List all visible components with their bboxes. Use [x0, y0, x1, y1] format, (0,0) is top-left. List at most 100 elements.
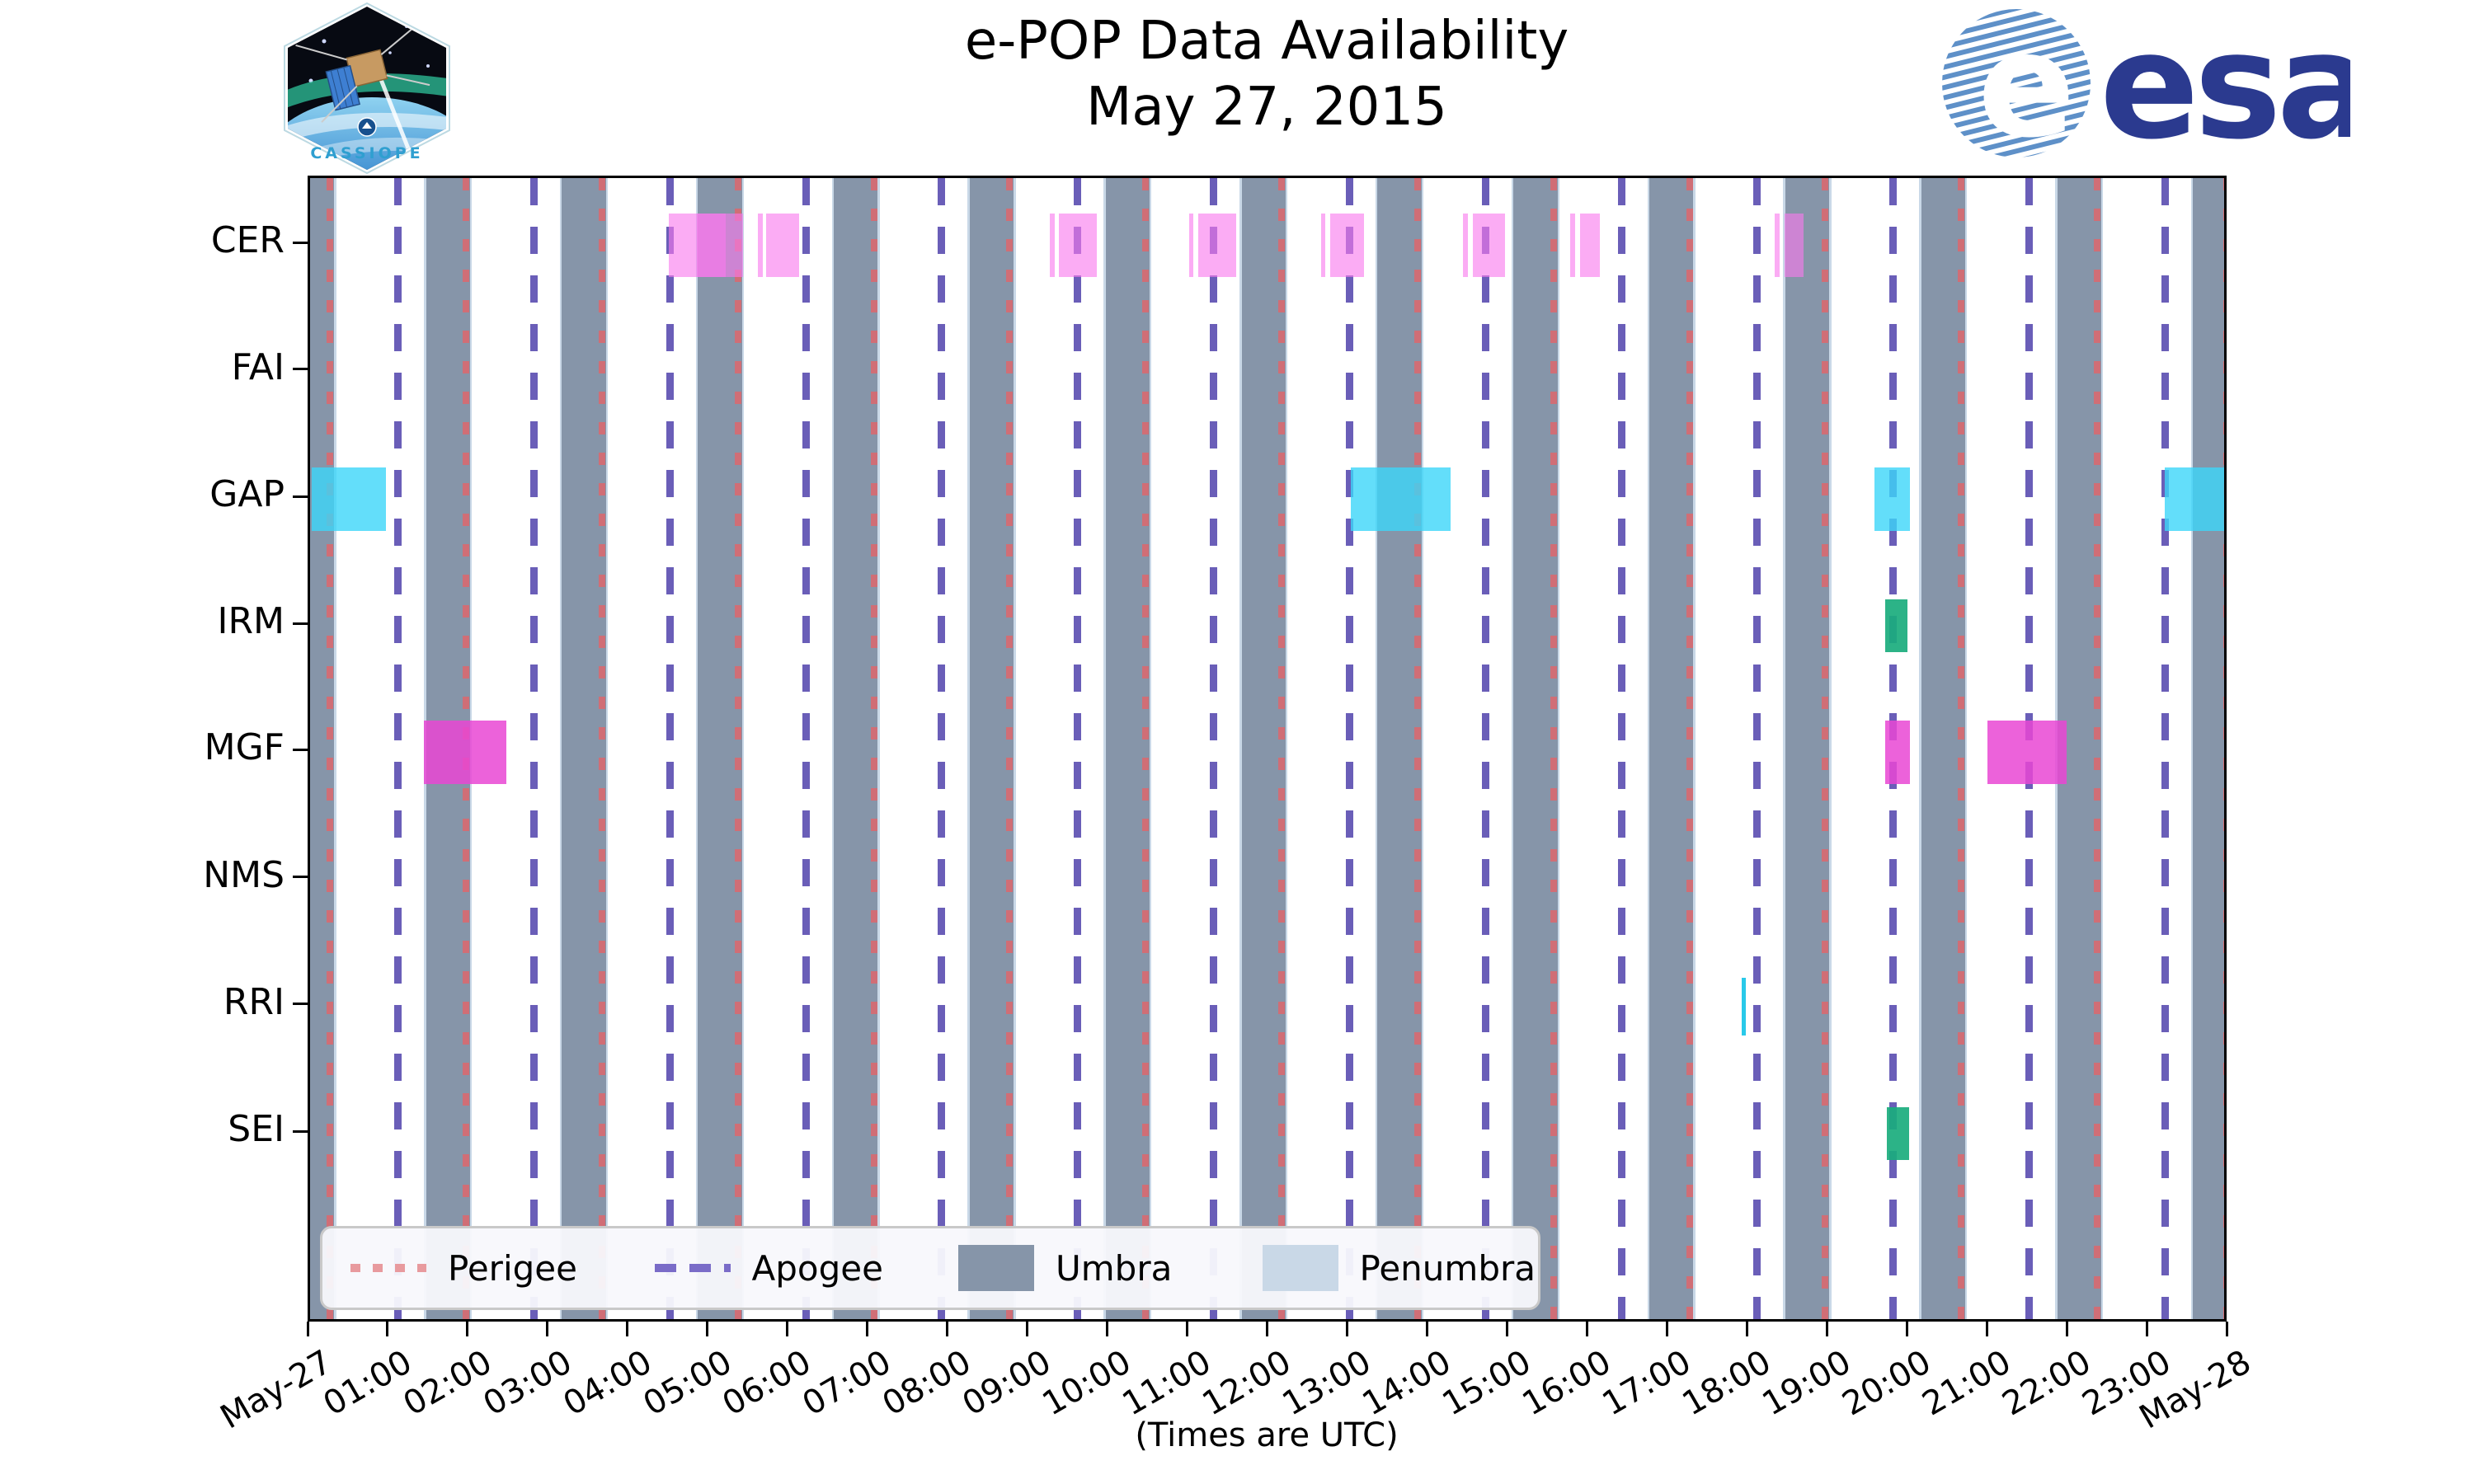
x-tick [1825, 1322, 1828, 1336]
plot-drawing-region [310, 178, 2224, 1319]
perigee-line [1550, 178, 1557, 1319]
cer-availability-bar [1059, 213, 1098, 277]
x-tick [386, 1322, 389, 1336]
umbra-band [1921, 178, 1966, 1319]
penumbra-swatch [1262, 1245, 1338, 1291]
sei-availability-bar [1887, 1107, 1910, 1161]
esa-logo-graphic: e esa [1942, 1, 2376, 171]
chart-subtitle: May 27, 2015 [1086, 77, 1447, 138]
penumbra-band [559, 178, 562, 1319]
cer-availability-bar [1320, 213, 1326, 277]
apogee-line [394, 178, 402, 1319]
y-tick [293, 241, 308, 244]
legend-label-penumbra: Penumbra [1359, 1247, 1536, 1289]
x-tick-label: 06:00 [716, 1343, 818, 1424]
penumbra-band [1285, 178, 1288, 1319]
cer-availability-bar [1198, 213, 1236, 277]
umbra-band [1649, 178, 1694, 1319]
x-tick-label: 13:00 [1276, 1343, 1378, 1424]
y-tick [293, 876, 308, 879]
umbra-band [1105, 178, 1150, 1319]
penumbra-band [741, 178, 744, 1319]
x-tick-label: 09:00 [956, 1343, 1058, 1424]
x-tick-label: 22:00 [1996, 1343, 2098, 1424]
x-tick [1186, 1322, 1189, 1336]
x-tick [2065, 1322, 2068, 1336]
patch-aurora [288, 73, 446, 117]
cer-availability-bar [1472, 213, 1505, 277]
umbra-band [1785, 178, 1830, 1319]
cassiope-patch-graphic: CASSIOPE [284, 2, 450, 175]
perigee-line [1822, 178, 1829, 1319]
perigee-line [1413, 178, 1421, 1319]
x-tick [1905, 1322, 1908, 1336]
x-tick-label: 05:00 [636, 1343, 738, 1424]
x-tick [1585, 1322, 1588, 1336]
penumbra-band [2100, 178, 2104, 1319]
mgf-availability-bar [423, 720, 506, 784]
penumbra-band [1511, 178, 1514, 1319]
x-tick-label: 10:00 [1036, 1343, 1138, 1424]
penumbra-band [605, 178, 609, 1319]
umbra-band [834, 178, 878, 1319]
cer-availability-bar [1570, 213, 1575, 277]
legend-item-umbra: Umbra [930, 1245, 1235, 1291]
perigee-swatch [350, 1264, 426, 1272]
y-tick [293, 1129, 308, 1133]
y-tick [293, 1003, 308, 1006]
perigee-line [598, 178, 605, 1319]
rri-availability-bar [1741, 977, 1747, 1036]
legend-item-perigee: Perigee [322, 1248, 627, 1289]
perigee-line [2223, 178, 2224, 1319]
x-tick-label: 17:00 [1596, 1343, 1698, 1424]
penumbra-band [1375, 178, 1378, 1319]
perigee-line [2094, 178, 2101, 1319]
legend-item-penumbra: Penumbra [1235, 1245, 1539, 1291]
apogee-line [1210, 178, 1218, 1319]
penumbra-band [1150, 178, 1152, 1319]
legend-label-apogee: Apogee [751, 1247, 883, 1289]
apogee-line [1074, 178, 1082, 1319]
apogee-line [666, 178, 674, 1319]
mgf-availability-bar [1987, 720, 2067, 784]
y-tick [293, 368, 308, 371]
apogee-line [1617, 178, 1625, 1319]
x-tick-label: 07:00 [796, 1343, 898, 1424]
chart-title: e-POP Data Availability [964, 11, 1569, 72]
penumbra-band [1239, 178, 1242, 1319]
penumbra-band [2190, 178, 2194, 1319]
cer-availability-bar [1188, 213, 1194, 277]
x-tick-label: 01:00 [317, 1343, 418, 1424]
cer-availability-bar [765, 213, 800, 277]
umbra-band [1241, 178, 1286, 1319]
esa-wordmark: esa [2100, 5, 2350, 162]
x-tick-label: 12:00 [1196, 1343, 1298, 1424]
penumbra-band [1557, 178, 1559, 1319]
x-tick [946, 1322, 949, 1336]
x-tick-label: 11:00 [1116, 1343, 1218, 1424]
penumbra-band [695, 178, 698, 1319]
perigee-line [734, 178, 741, 1319]
x-tick [786, 1322, 789, 1336]
x-tick [706, 1322, 709, 1336]
apogee-line [2161, 178, 2169, 1319]
x-tick-label: 08:00 [876, 1343, 978, 1424]
apogee-line [938, 178, 946, 1319]
penumbra-band [1647, 178, 1650, 1319]
perigee-line [1958, 178, 1965, 1319]
mgf-availability-bar [1885, 720, 1911, 784]
x-tick [1985, 1322, 1988, 1336]
x-tick [466, 1322, 469, 1336]
x-tick [1106, 1322, 1109, 1336]
penumbra-band [1103, 178, 1106, 1319]
cer-availability-bar [1463, 213, 1468, 277]
cer-availability-bar [1049, 213, 1055, 277]
y-tick [293, 495, 308, 498]
chart-title-block: e-POP Data Availability May 27, 2015 [854, 8, 1679, 140]
x-tick [1505, 1322, 1508, 1336]
penumbra-band [1014, 178, 1016, 1319]
penumbra-band [334, 178, 336, 1319]
patch-satellite [295, 17, 430, 123]
cer-availability-bar [1330, 213, 1364, 277]
apogee-swatch [654, 1264, 731, 1272]
